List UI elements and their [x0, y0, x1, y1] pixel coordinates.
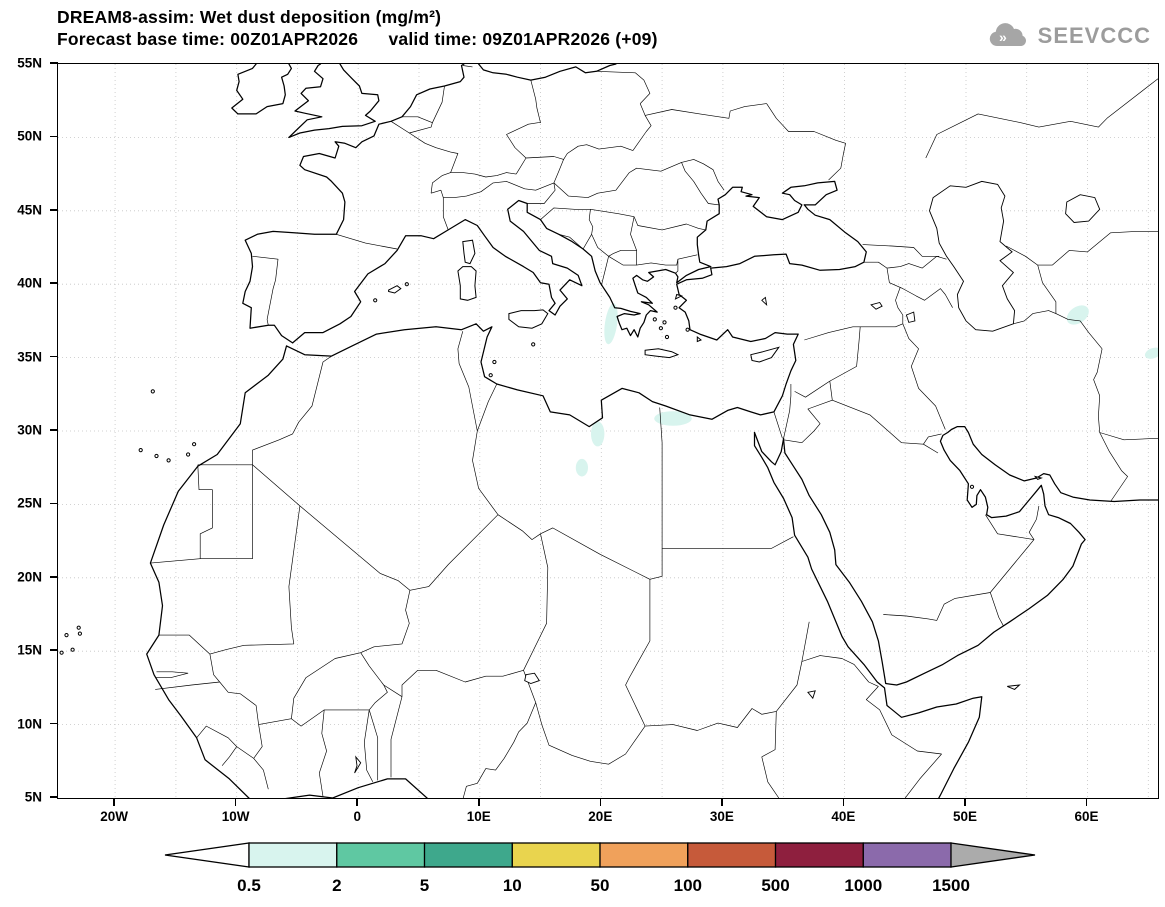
lon-tick-label: 30E [709, 809, 734, 824]
colorbar-level-label: 500 [761, 876, 789, 895]
lat-tick-mark [50, 722, 58, 725]
colorbar-level-label: 5 [420, 876, 429, 895]
lat-tick-mark [50, 502, 58, 505]
deposition-patch [1066, 305, 1089, 325]
map-frame [57, 63, 1159, 799]
lat-tick-label: 5N [24, 789, 42, 805]
lat-tick-label: 50N [17, 128, 42, 144]
colorbar-level-label: 2 [332, 876, 341, 895]
colorbar: 0.5 2 5 10 50 100 500 1000 1500 [145, 839, 1045, 902]
lon-tick-mark [1085, 798, 1088, 806]
latitude-axis: 5N 10N 15N 20N 25N 30N 35N 40N 45N 50N 55N [0, 56, 58, 805]
lat-tick-mark [50, 282, 58, 284]
deposition-patch [591, 421, 605, 447]
plot-subtitle: Forecast base time: 00Z01APR2026 valid t… [57, 29, 658, 49]
svg-text:»: » [999, 29, 1007, 45]
lon-tick-label: 60E [1074, 809, 1099, 824]
colorbar-level-label: 50 [591, 876, 610, 895]
lat-tick-mark [50, 209, 58, 211]
colorbar-segment [599, 842, 689, 868]
map-plot [58, 64, 1158, 798]
lon-tick-mark [113, 798, 115, 806]
lon-tick-label: 10W [221, 809, 250, 824]
lon-tick-mark [842, 798, 845, 806]
colorbar-level-label: 100 [674, 876, 702, 895]
lon-tick-mark [234, 798, 237, 806]
lat-tick-label: 20N [17, 569, 42, 585]
lat-tick-mark [50, 649, 58, 651]
seevccc-logo-text: SEEVCCC [1037, 23, 1151, 48]
lat-tick-label: 45N [17, 202, 42, 218]
lon-tick-mark [477, 798, 480, 806]
colorbar-segment [687, 842, 777, 868]
lat-tick-mark [50, 796, 58, 798]
longitude-axis: 20W 10W 0 10E 20E 30E 40E 50E 60E [57, 798, 1157, 830]
lon-tick-mark [356, 798, 358, 806]
lat-tick-mark [50, 135, 58, 138]
plot-title: DREAM8-assim: Wet dust deposition (mg/m²… [57, 7, 442, 27]
lat-tick-label: 35N [17, 349, 42, 365]
lon-tick-label: 50E [952, 809, 977, 824]
colorbar-segment [336, 842, 426, 868]
lat-tick-label: 15N [17, 642, 42, 658]
colorbar-above-max-arrow [950, 842, 1036, 868]
lon-tick-mark [721, 798, 723, 806]
colorbar-level-label: 1500 [932, 876, 970, 895]
colorbar-level-label: 10 [503, 876, 522, 895]
lon-tick-label: 20W [100, 809, 129, 824]
lat-tick-label: 10N [17, 716, 42, 732]
colorbar-segment [862, 842, 952, 868]
colorbar-segment [423, 842, 513, 868]
deposition-patch [575, 458, 589, 477]
lat-tick-mark [50, 429, 58, 431]
lat-tick-mark [50, 62, 58, 64]
colorbar-segment [774, 842, 864, 868]
lat-tick-label: 25N [17, 495, 42, 511]
lat-tick-label: 40N [17, 275, 42, 291]
lon-tick-label: 40E [831, 809, 856, 824]
colorbar-level-label: 1000 [844, 876, 882, 895]
colorbar-segment [248, 842, 338, 868]
lon-tick-mark [599, 798, 602, 806]
colorbar-level-label: 0.5 [237, 876, 261, 895]
lon-tick-label: 10E [466, 809, 491, 824]
lon-tick-mark [964, 798, 966, 806]
lat-tick-label: 30N [17, 422, 42, 438]
seevccc-logo: » SEEVCCC [986, 22, 1151, 50]
colorbar-below-min-arrow [164, 842, 250, 868]
deposition-patch [654, 411, 692, 426]
lon-tick-label: 20E [588, 809, 613, 824]
lat-tick-label: 55N [17, 55, 42, 71]
colorbar-segment [511, 842, 601, 868]
lat-tick-mark [50, 576, 58, 578]
lat-tick-mark [50, 355, 58, 358]
seevccc-cloud-icon: » [989, 23, 1026, 46]
deposition-patch [604, 303, 618, 345]
colorbar-scale: 0.5 2 5 10 50 100 500 1000 1500 [164, 842, 1036, 895]
deposition-patch [1144, 347, 1158, 359]
lon-tick-label: 0 [353, 809, 361, 824]
